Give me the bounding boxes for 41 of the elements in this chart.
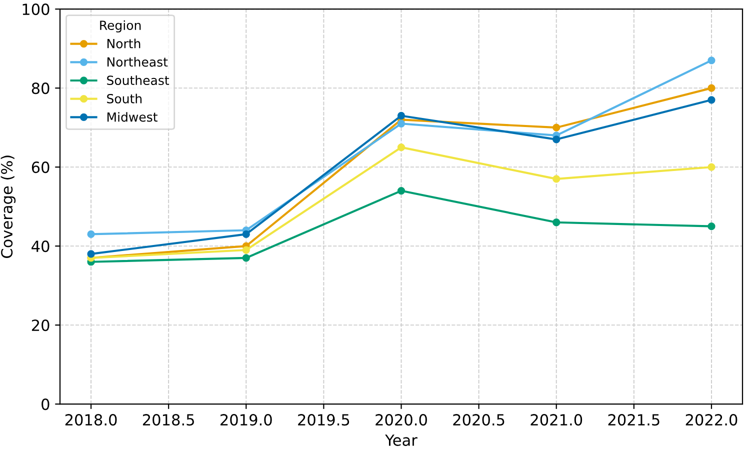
point [87,230,95,238]
point [552,218,560,226]
point [397,112,406,120]
x-tick-label: 2021.5 [608,414,660,426]
y-tick-label: 0 [42,398,50,410]
point [708,96,716,104]
point [708,163,716,171]
legend-label: Southeast [107,75,170,86]
y-tick-label: 40 [32,240,50,252]
x-tick-label: 2018.0 [65,414,117,426]
legend-label: South [107,94,142,104]
point [708,84,716,92]
x-tick-label: 2018.5 [142,414,194,426]
y-axis-title: Coverage (%) [0,156,16,258]
point [708,222,716,230]
y-tick-label: 80 [32,82,50,94]
y-tick-label: 100 [22,4,50,16]
legend-title: Region [100,20,141,32]
y-tick-label: 20 [32,320,50,332]
point [552,175,560,183]
x-tick-label: 2021.0 [530,414,582,426]
point [397,144,406,152]
point [708,56,716,64]
point [552,124,560,132]
point [242,246,250,254]
point [242,254,250,262]
y-tick-label: 60 [32,162,50,174]
point [552,136,560,144]
point [397,186,406,195]
x-tick-label: 2019.5 [298,414,350,426]
point [242,230,250,238]
legend-label: North [107,38,140,48]
legend-label: Midwest [107,112,158,122]
legend-label: Northeast [107,57,168,67]
x-tick-label: 2019.0 [220,414,272,426]
point [87,250,95,258]
point [397,120,406,128]
x-tick-label: 2020.0 [376,414,427,426]
x-axis-title: Year [385,434,418,446]
x-tick-label: 2022.0 [686,414,738,426]
x-tick-label: 2020.5 [453,414,504,426]
